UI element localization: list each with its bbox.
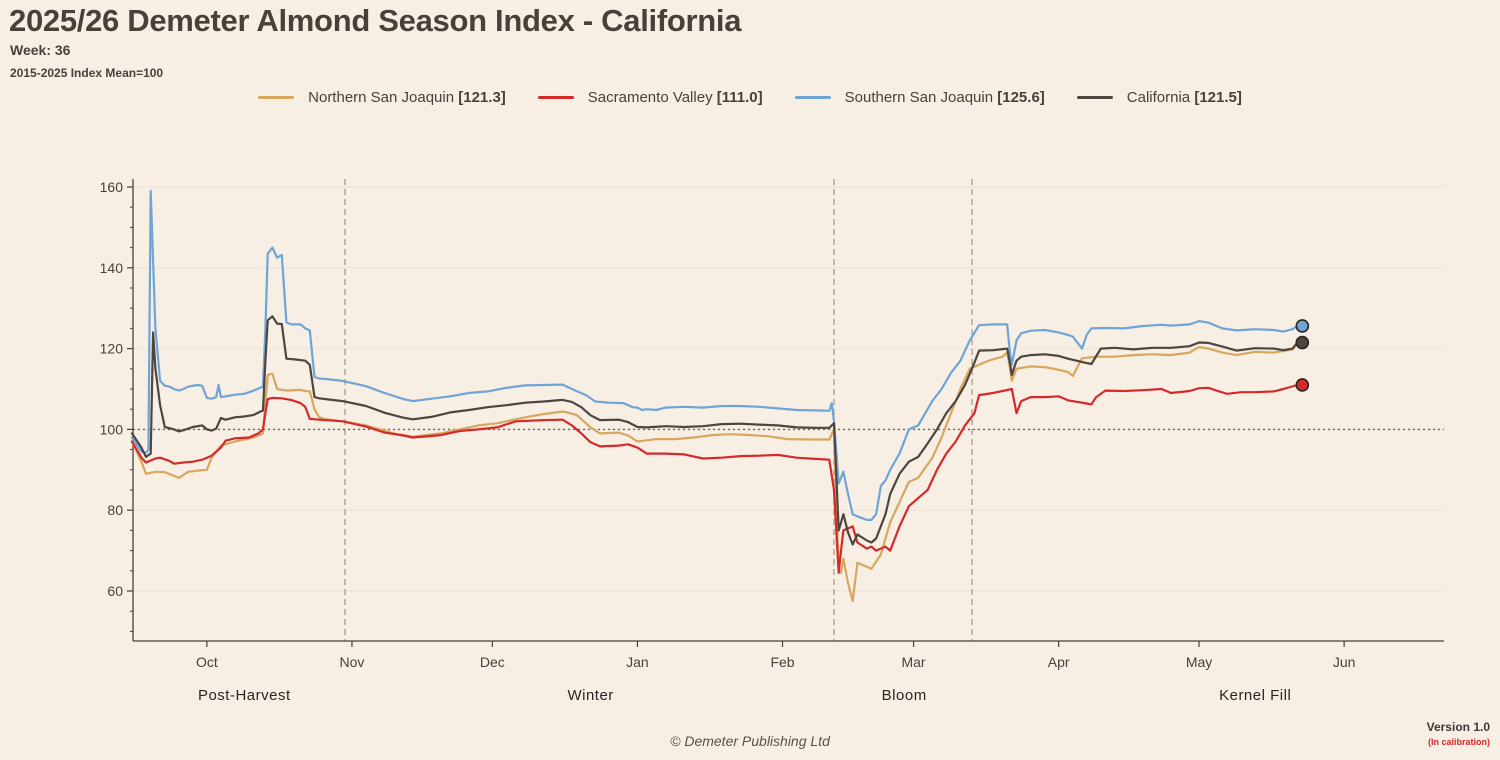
series-lines [130,189,1299,603]
end-marker-sacramento-valley [1295,378,1310,392]
y-tick-label: 140 [100,260,124,276]
end-markers [1295,319,1310,392]
phase-label: Kernel Fill [1219,687,1291,704]
series-line-sacramento-valley [130,383,1299,574]
x-tick-label: Oct [196,654,218,670]
page-title: 2025/26 Demeter Almond Season Index - Ca… [9,3,742,38]
legend-item-southern-san-joaquin: Southern San Joaquin [125.6] [794,89,1045,106]
y-tick-label: 60 [107,583,123,599]
legend-swatch [794,96,831,99]
legend-swatch [1076,96,1113,99]
week-label: Week: 36 [10,42,71,58]
legend-swatch [258,96,295,99]
phase-label: Bloom [882,687,927,704]
axis-labels: 60 80 100 120 140 160 Oct Nov Dec Jan Feb Mar Apr May… [100,179,1356,704]
end-marker-southern-san-joaquin [1295,319,1310,333]
end-marker-california [1295,335,1310,350]
x-tick-label: Mar [901,654,925,670]
legend-item-northern-san-joaquin: Northern San Joaquin [121.3] [258,89,506,106]
phase-label: Winter [567,687,613,704]
y-tick-label: 100 [100,421,124,437]
baseline-note: 2015-2025 Index Mean=100 [10,66,164,80]
series-line-southern-san-joaquin [130,189,1299,521]
series-line-california [130,315,1299,546]
legend-item-california: California [121.5] [1076,89,1242,106]
version-label: Version 1.0 [1426,720,1490,734]
legend: Northern San Joaquin [121.3] Sacramento … [0,89,1500,106]
x-tick-label: May [1186,654,1212,670]
y-tick-label: 80 [107,502,123,518]
legend-label: Sacramento Valley [111.0] [587,89,763,106]
axes [127,179,1444,647]
phase-boundaries [344,179,973,641]
copyright: © Demeter Publishing Ltd [670,733,830,749]
x-tick-label: Jan [626,654,649,670]
x-tick-label: Apr [1048,654,1070,670]
version-info: Version 1.0 (In calibration) [1427,720,1490,747]
series-line-northern-san-joaquin [130,342,1299,603]
calibration-status: (In calibration) [1427,737,1490,747]
legend-item-sacramento-valley: Sacramento Valley [111.0] [537,89,763,106]
y-tick-label: 120 [100,341,124,357]
legend-label: Southern San Joaquin [125.6] [844,89,1045,106]
x-tick-label: Feb [770,654,794,670]
x-tick-label: Nov [340,654,365,670]
x-tick-label: Dec [480,654,505,670]
legend-label: California [121.5] [1126,89,1242,106]
x-tick-label: Jun [1333,654,1356,670]
legend-label: Northern San Joaquin [121.3] [308,89,506,106]
phase-label: Post-Harvest [198,687,291,704]
legend-swatch [537,96,574,99]
y-tick-label: 160 [100,179,124,195]
gridlines [133,186,1444,592]
